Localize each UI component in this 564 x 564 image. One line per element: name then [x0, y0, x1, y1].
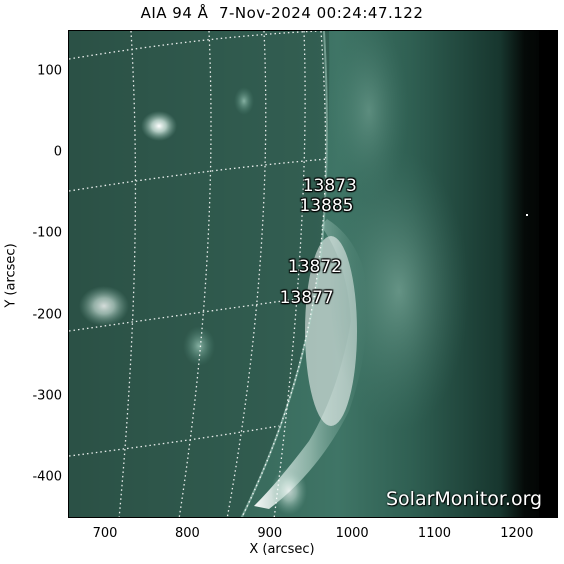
active-region-label: 13873: [302, 176, 357, 197]
y-tick-label: 100: [37, 63, 62, 79]
x-tick-label: 800: [174, 526, 200, 541]
active-region-label: 13877: [279, 288, 334, 309]
active-region-label: 13872: [287, 257, 342, 278]
x-tick-label: 1000: [335, 526, 369, 541]
off-frame-edge: [539, 31, 557, 517]
solar-image-panel: [68, 30, 558, 518]
bright-point: [183, 326, 215, 366]
y-tick-label: -100: [32, 225, 62, 241]
watermark: SolarMonitor.org: [386, 488, 543, 510]
active-region-label: 13885: [299, 196, 354, 217]
y-tick-label: 0: [53, 144, 62, 160]
bright-point: [271, 467, 307, 515]
corona-glow: [329, 151, 469, 431]
y-axis-label: Y (arcsec): [3, 243, 19, 308]
solar-disk: [69, 31, 330, 517]
x-tick-label: 1200: [500, 526, 534, 541]
y-tick-label: -200: [32, 307, 62, 323]
y-tick-label: -300: [32, 388, 62, 404]
solar-limb: [240, 31, 328, 517]
y-tick-label: -400: [32, 469, 62, 485]
corona-loop: [329, 31, 409, 201]
x-tick-label: 700: [92, 526, 118, 541]
bright-point: [79, 286, 129, 326]
hot-pixel: [526, 214, 528, 216]
bright-point: [141, 111, 177, 141]
heliographic-grid: [69, 31, 328, 517]
solar-image: [69, 31, 557, 517]
image-title: AIA 94 Å 7-Nov-2024 00:24:47.122: [140, 4, 424, 22]
x-tick-label: 1100: [417, 526, 452, 541]
bright-point: [234, 87, 254, 115]
x-tick-label: 900: [257, 526, 283, 541]
x-axis-label: X (arcsec): [249, 542, 315, 557]
